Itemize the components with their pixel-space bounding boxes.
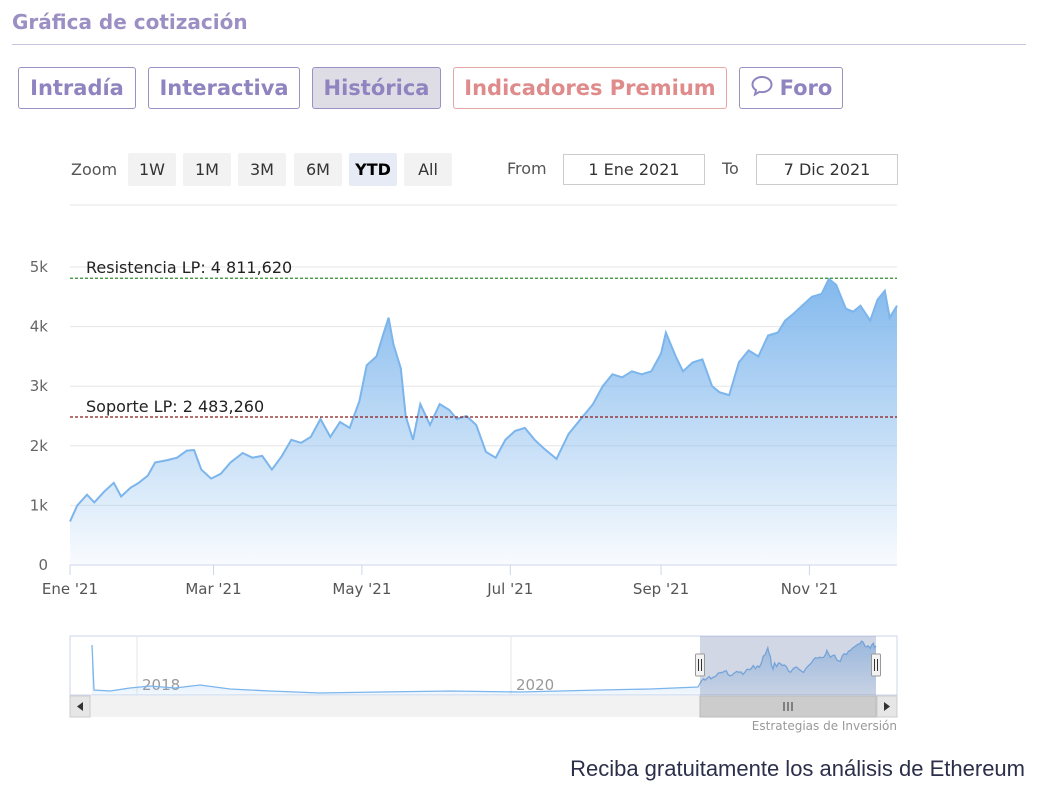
zoom-all-button[interactable]: All (404, 153, 452, 186)
scroll-left-button[interactable] (69, 695, 91, 718)
to-date-input[interactable]: 7 Dic 2021 (756, 154, 898, 185)
scrollbar-track (70, 696, 897, 717)
from-label: From (507, 159, 547, 178)
tab-interactiva-label: Interactiva (159, 76, 289, 100)
navigator-area (92, 641, 876, 695)
y-tick-label: 3k (30, 377, 49, 395)
navigator-line (91, 640, 877, 694)
tab-foro-label: Foro (779, 76, 833, 100)
tab-indicadores-premium[interactable]: Indicadores Premium (453, 67, 727, 109)
x-tick-label: Nov '21 (781, 580, 838, 598)
zoom-label: Zoom (71, 160, 118, 179)
scrollbar-thumb[interactable] (699, 695, 877, 718)
price-line (69, 277, 898, 522)
footer-cta[interactable]: Reciba gratuitamente los análisis de Eth… (570, 756, 1025, 781)
zoom-ytd-button[interactable]: YTD (349, 153, 397, 186)
tab-intradia[interactable]: Intradía (18, 67, 136, 109)
zoom-1m-button[interactable]: 1M (183, 153, 231, 186)
tab-historica-label: Histórica (323, 76, 430, 100)
zoom-3m-button[interactable]: 3M (238, 153, 286, 186)
scroll-right-button[interactable] (876, 695, 898, 718)
resistance-label: Resistencia LP: 4 811,620 (86, 258, 292, 277)
tab-premium-label: Indicadores Premium (464, 76, 716, 100)
title-rule (12, 44, 1026, 45)
tab-historica[interactable]: Histórica (312, 67, 441, 109)
support-label: Soporte LP: 2 483,260 (86, 397, 264, 416)
navigator-right-handle[interactable] (871, 653, 881, 677)
navigator-selection (700, 636, 876, 695)
y-tick-label: 0 (38, 556, 48, 574)
to-label: To (722, 159, 739, 178)
x-tick-label: Ene '21 (42, 580, 98, 598)
speech-bubble-icon (750, 75, 774, 102)
y-tick-label: 5k (30, 258, 49, 276)
navigator-left-handle[interactable] (695, 653, 705, 677)
x-tick-label: May '21 (332, 580, 391, 598)
from-date-input[interactable]: 1 Ene 2021 (563, 154, 705, 185)
tab-interactiva[interactable]: Interactiva (148, 67, 300, 109)
x-tick-label: Mar '21 (185, 580, 241, 598)
tab-intradia-label: Intradía (30, 76, 124, 100)
x-tick-label: Sep '21 (633, 580, 689, 598)
y-tick-label: 4k (30, 318, 49, 336)
page-title: Gráfica de cotización (12, 10, 248, 34)
tab-foro[interactable]: Foro (739, 67, 843, 109)
zoom-1w-button[interactable]: 1W (128, 153, 176, 186)
chart-credits[interactable]: Estrategias de Inversión (751, 719, 897, 733)
price-area (70, 278, 897, 565)
y-tick-label: 2k (30, 437, 49, 455)
y-tick-label: 1k (30, 496, 49, 514)
zoom-6m-button[interactable]: 6M (294, 153, 342, 186)
x-tick-label: Jul '21 (486, 580, 533, 598)
navigator-label-2020: 2020 (516, 676, 554, 694)
